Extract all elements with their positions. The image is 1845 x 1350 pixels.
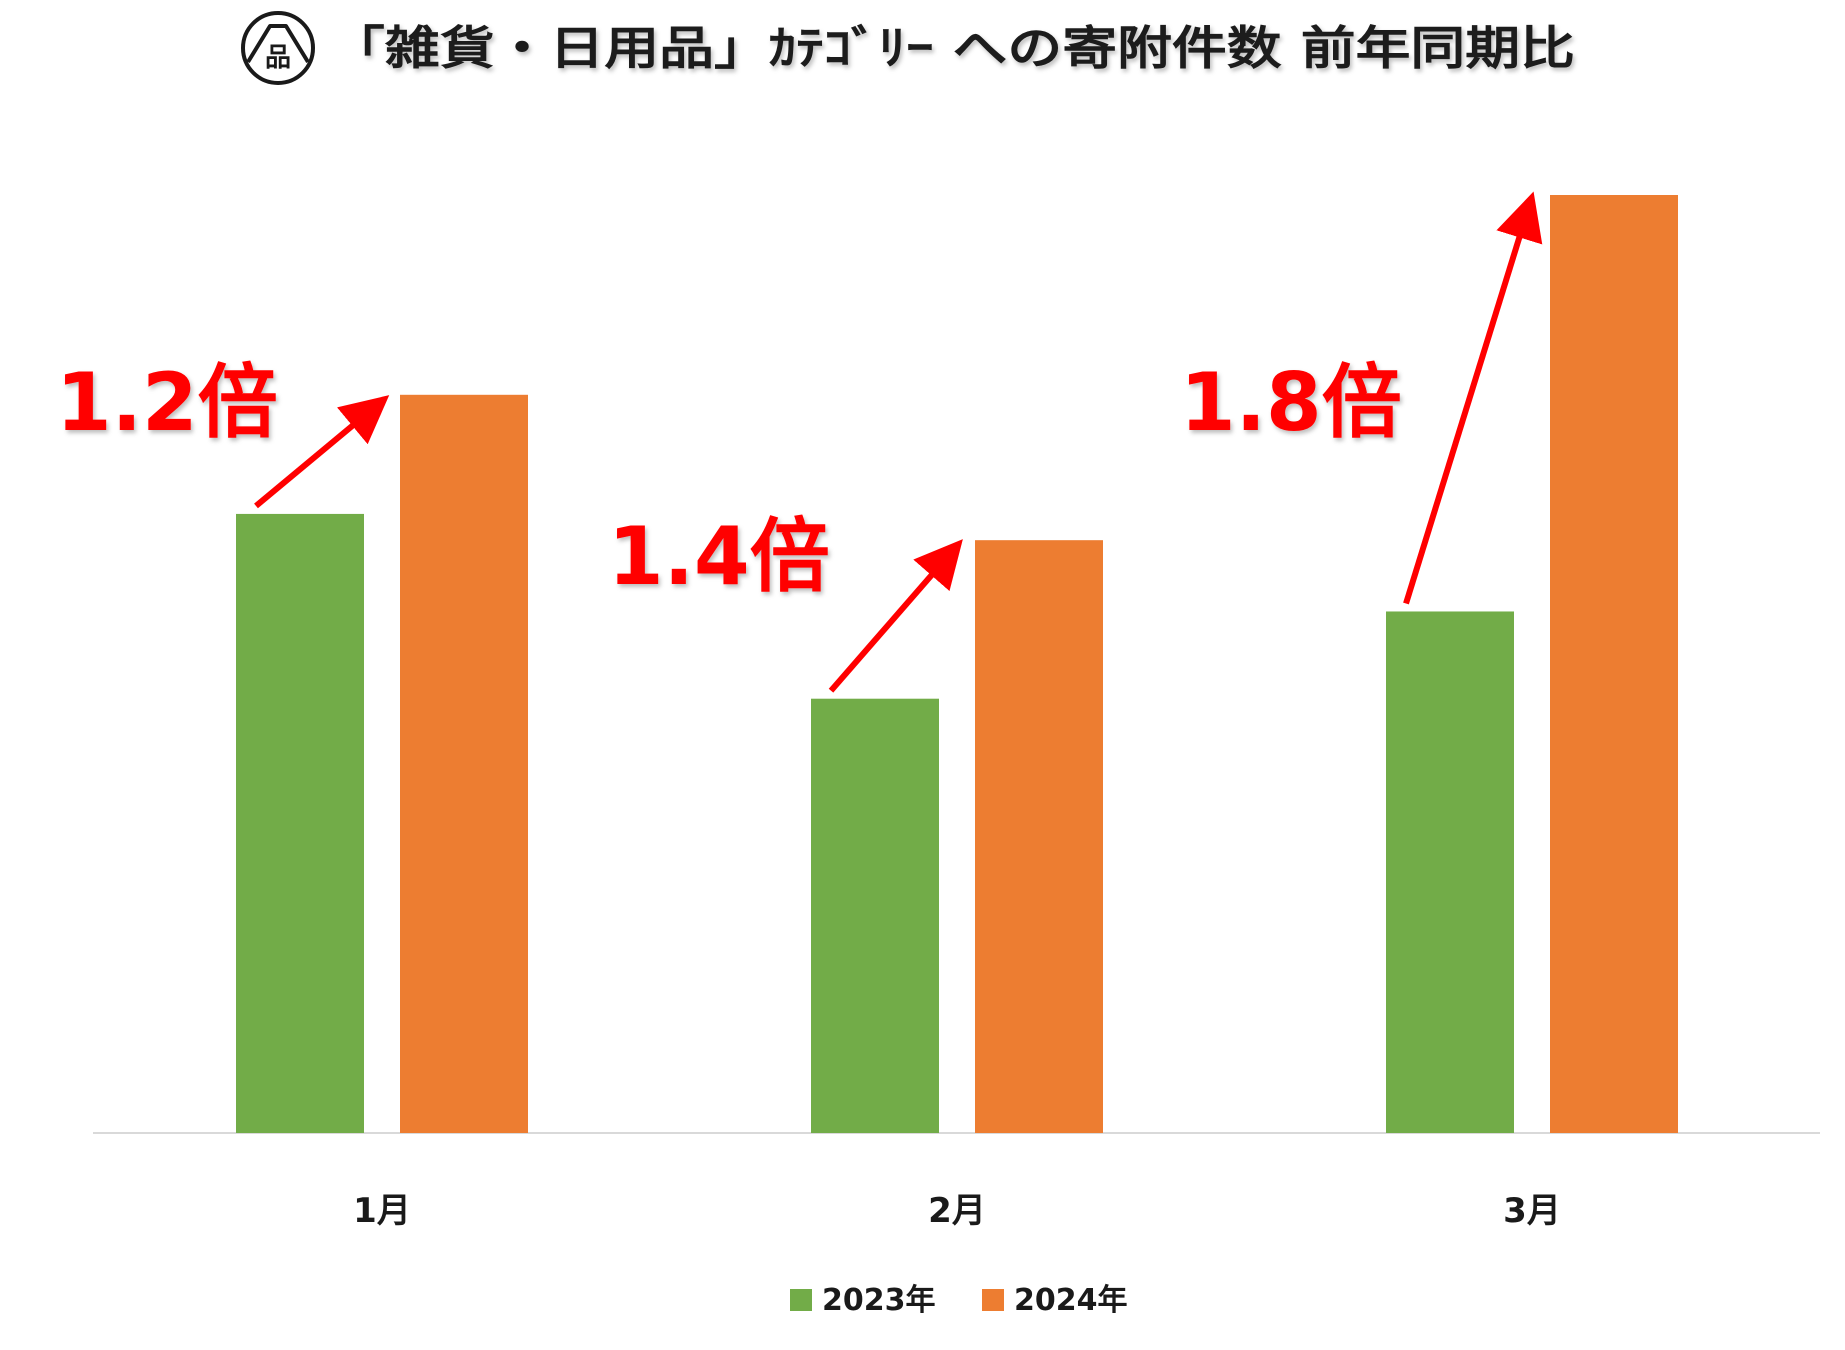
- logo-glyph: 品: [265, 43, 291, 73]
- bar-2024-3月: [1550, 195, 1678, 1133]
- bars-group: [236, 195, 1678, 1133]
- arrows-group: [254, 191, 1543, 693]
- shina-logo-icon: 品: [241, 11, 315, 85]
- growth-arrow-2月: [828, 539, 963, 693]
- legend-swatch-2023: [790, 1289, 812, 1311]
- chart-title: 「雑貨・日用品」ｶﾃｺﾞﾘｰ への寄附件数 前年同期比: [330, 21, 1575, 75]
- x-tick-label-1月: 1月: [353, 1191, 411, 1231]
- x-tick-label-2月: 2月: [928, 1191, 986, 1231]
- legend: 2023年 2024年: [790, 1283, 1128, 1318]
- bar-2024-2月: [975, 540, 1103, 1133]
- bar-2023-3月: [1386, 611, 1514, 1133]
- legend-swatch-2024: [982, 1289, 1004, 1311]
- growth-arrow-3月: [1403, 191, 1543, 605]
- bar-2024-1月: [400, 394, 528, 1133]
- ratio-label-3月: 1.8倍: [1180, 356, 1402, 449]
- x-tick-label-3月: 3月: [1503, 1191, 1561, 1231]
- bar-2023-1月: [236, 513, 364, 1133]
- ratio-label-2月: 1.4倍: [608, 510, 830, 603]
- bar-2023-2月: [811, 698, 939, 1133]
- growth-arrow-1月: [254, 395, 390, 509]
- ratio-label-1月: 1.2倍: [56, 356, 278, 449]
- legend-label-2024: 2024年: [1014, 1283, 1128, 1318]
- legend-label-2023: 2023年: [822, 1283, 936, 1318]
